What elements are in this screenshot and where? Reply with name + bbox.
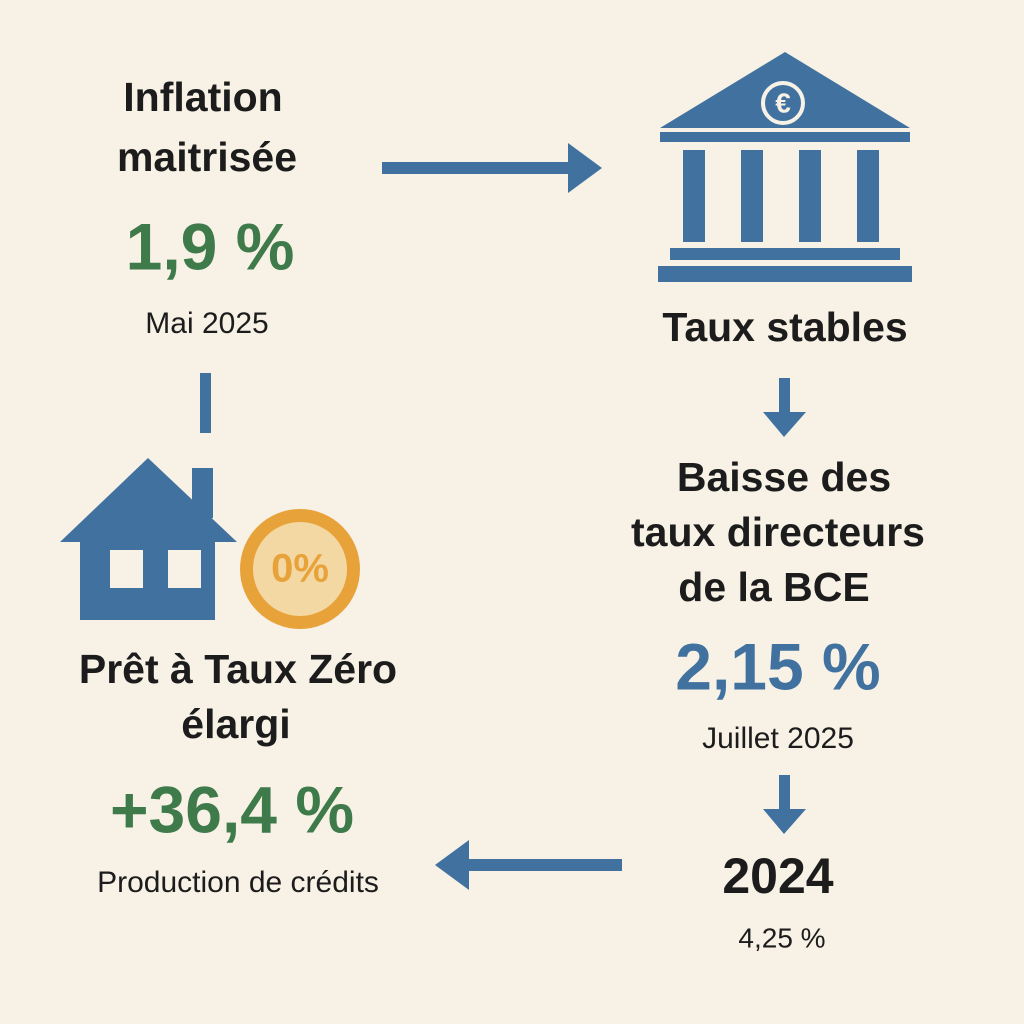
bce-title: de la BCE (678, 564, 869, 610)
coin-badge: 0% (271, 547, 329, 591)
connector (200, 373, 211, 433)
house-icon (60, 458, 237, 620)
ptz-caption: Production de crédits (97, 866, 379, 899)
arrow-down (763, 775, 806, 834)
bce-date: Juillet 2025 (702, 722, 854, 755)
bce-title: taux directeurs (631, 509, 925, 555)
previous-year: 2024 (722, 848, 833, 904)
inflation-title: maitrisée (117, 134, 297, 180)
bce-title: Baisse des (677, 454, 891, 500)
ptz-title: Prêt à Taux Zéro (79, 646, 397, 692)
ptz-title: élargi (181, 701, 290, 747)
coin-icon (240, 509, 360, 629)
inflation-date: Mai 2025 (145, 307, 268, 340)
bank-icon (658, 52, 912, 282)
arrow-left (435, 840, 622, 890)
previous-value: 4,25 % (738, 922, 825, 953)
arrow-right (382, 143, 602, 193)
inflation-value: 1,9 % (126, 209, 295, 283)
ptz-value: +36,4 % (110, 772, 354, 846)
euro-symbol: € (775, 87, 791, 118)
arrow-down (763, 378, 806, 437)
bce-status: Taux stables (662, 304, 907, 350)
inflation-title: Inflation (123, 74, 282, 120)
bce-value: 2,15 % (675, 629, 880, 703)
